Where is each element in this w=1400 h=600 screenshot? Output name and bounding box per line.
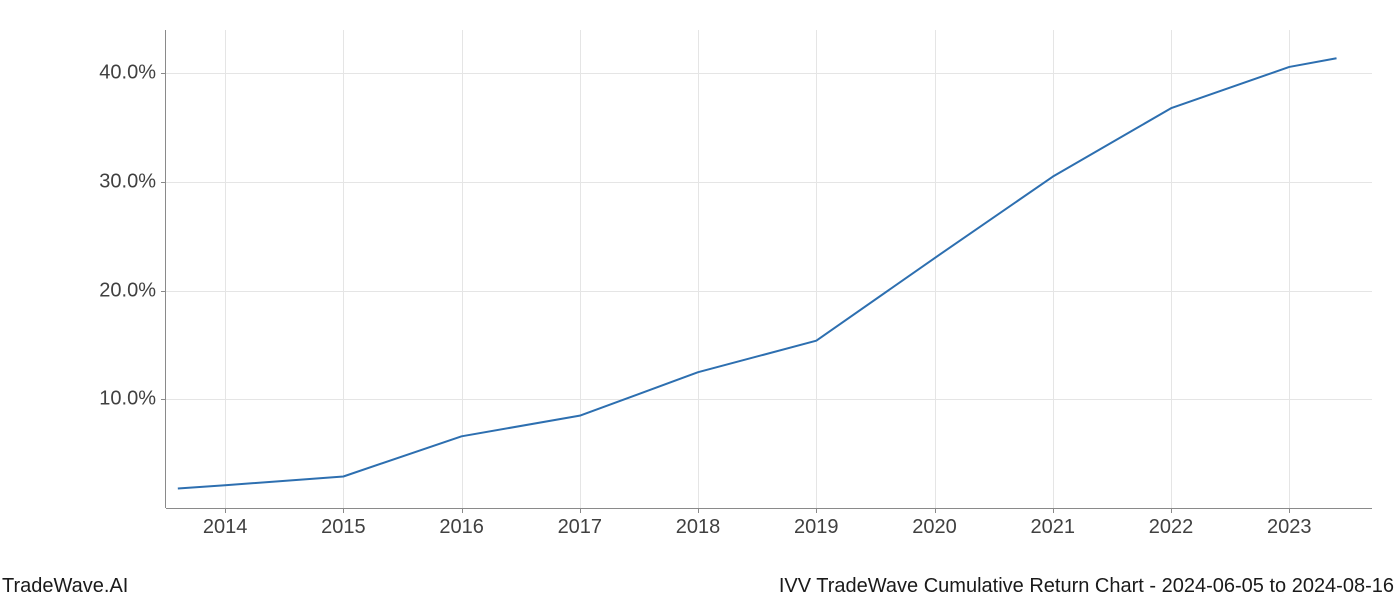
y-tick-label: 10.0%: [99, 388, 156, 411]
y-tick-mark: [161, 291, 166, 292]
series-cumulative-return: [178, 58, 1337, 488]
x-tick-label: 2017: [558, 516, 603, 539]
x-tick-label: 2018: [676, 516, 721, 539]
x-tick-label: 2016: [439, 516, 484, 539]
plot-area: [166, 30, 1372, 508]
x-tick-mark: [1171, 508, 1172, 513]
x-tick-mark: [816, 508, 817, 513]
line-series: [166, 30, 1372, 508]
x-tick-mark: [225, 508, 226, 513]
footer-title: IVV TradeWave Cumulative Return Chart - …: [779, 575, 1394, 598]
x-tick-label: 2014: [203, 516, 248, 539]
x-tick-mark: [343, 508, 344, 513]
x-tick-label: 2019: [794, 516, 839, 539]
x-axis-spine: [166, 508, 1372, 509]
y-tick-label: 30.0%: [99, 171, 156, 194]
x-tick-label: 2015: [321, 516, 366, 539]
x-tick-label: 2023: [1267, 516, 1312, 539]
y-tick-label: 20.0%: [99, 279, 156, 302]
footer-brand: TradeWave.AI: [2, 575, 128, 598]
x-tick-mark: [1053, 508, 1054, 513]
x-tick-label: 2020: [912, 516, 957, 539]
y-tick-mark: [161, 182, 166, 183]
chart-container: 2014 2015 2016 2017 2018 2019 2020 2021 2022 2023…: [0, 0, 1400, 600]
x-tick-mark: [580, 508, 581, 513]
y-tick-label: 40.0%: [99, 62, 156, 85]
x-tick-label: 2022: [1149, 516, 1194, 539]
x-tick-mark: [462, 508, 463, 513]
x-tick-mark: [698, 508, 699, 513]
x-tick-mark: [935, 508, 936, 513]
y-tick-mark: [161, 399, 166, 400]
x-tick-label: 2021: [1031, 516, 1076, 539]
y-tick-mark: [161, 73, 166, 74]
x-tick-mark: [1289, 508, 1290, 513]
